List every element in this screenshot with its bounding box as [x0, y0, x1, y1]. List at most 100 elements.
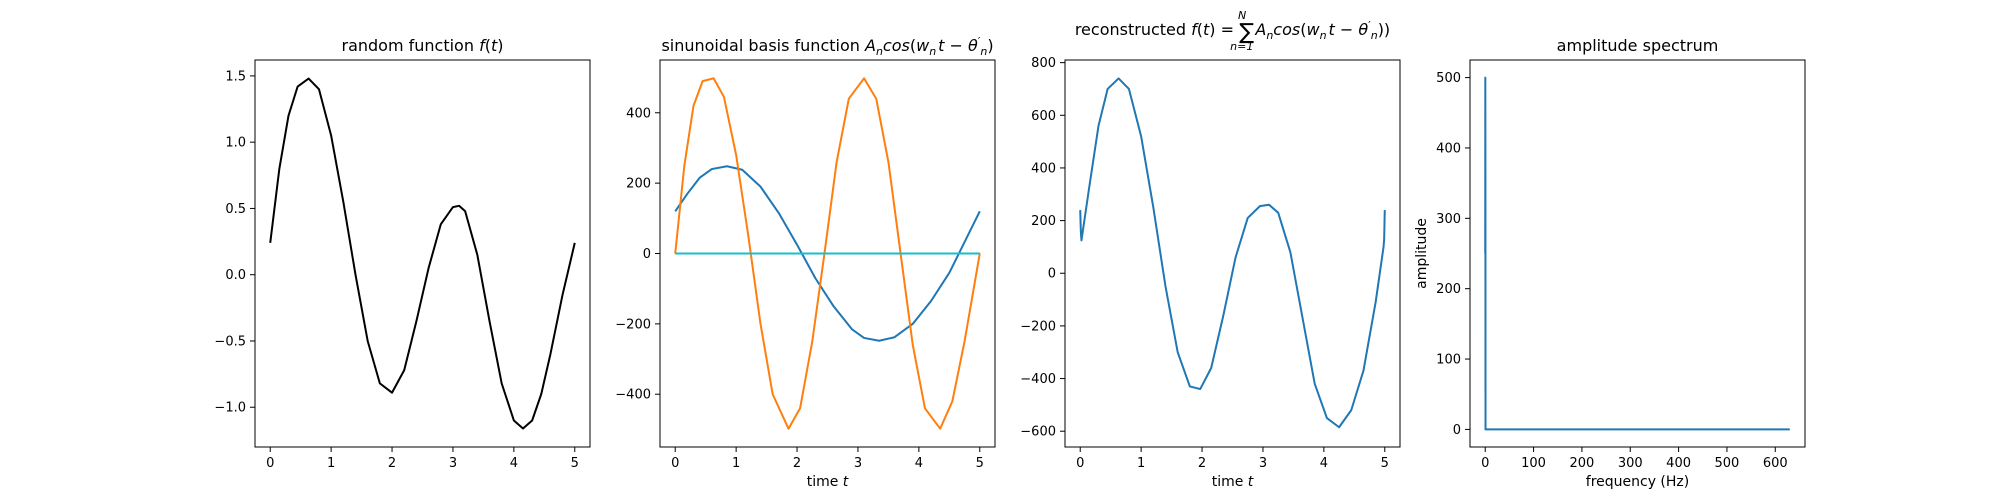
x-tick-label: 1: [1137, 456, 1145, 471]
x-tick-label: 4: [1320, 456, 1328, 471]
x-tick-label: 2: [793, 456, 801, 471]
x-tick-label: 5: [1381, 456, 1389, 471]
y-tick-label: 600: [1031, 109, 1056, 124]
title-part: )): [1378, 20, 1390, 39]
title-part: w: [1306, 20, 1320, 39]
title-part: n: [1371, 29, 1378, 42]
title-part: n: [876, 45, 883, 58]
title-part: (: [485, 36, 491, 55]
x-tick-label: 4: [915, 456, 923, 471]
title-part: n=1: [1230, 40, 1253, 53]
x-tick-label: 3: [1259, 456, 1267, 471]
chart-4: 0 100 200 300 400 500 600 0 100 200 300 400 500 ampli…: [1414, 36, 1806, 490]
title-part: cos: [1273, 20, 1300, 39]
title-part: A: [864, 36, 876, 55]
x-tick-label: 100: [1521, 456, 1546, 471]
title-part: n: [980, 45, 987, 58]
y-tick-label: 100: [1436, 353, 1461, 368]
plot-title: random function f(t): [341, 36, 503, 55]
title-part: ): [497, 36, 503, 55]
title-part: w: [916, 36, 930, 55]
y-tick-label: 300: [1436, 212, 1461, 227]
y-tick-label: 200: [1436, 282, 1461, 297]
x-axis-label: time t: [1212, 474, 1254, 490]
title-part: ′: [1368, 19, 1371, 32]
x-tick-label: 3: [449, 456, 457, 471]
y-tick-label: 1.5: [225, 69, 246, 84]
title-part: ′: [978, 35, 981, 48]
x-tick-label: 200: [1569, 456, 1594, 471]
plot-title: reconstructed f(t) = ∑N n=1Ancos(wn t − θ′…: [1075, 9, 1390, 53]
y-tick-label: −0.5: [214, 334, 246, 349]
title-part: ): [987, 36, 993, 55]
y-tick-label: −200: [615, 317, 651, 332]
series-line-1: [1079, 77, 1386, 429]
y-tick-label: 200: [626, 177, 651, 192]
y-tick-label: 400: [1436, 141, 1461, 156]
series-line-1: [674, 165, 981, 342]
y-tick-label: −400: [615, 388, 651, 403]
x-tick-label: 2: [1198, 456, 1206, 471]
title-part: ∑: [1239, 20, 1254, 45]
chart-3: 0 1 2 3 4 5 −600 −400 −200 0 200 400 600 800 reconstru…: [1020, 9, 1401, 490]
title-part: θ: [1358, 20, 1368, 39]
title-part: t: [1248, 474, 1254, 490]
x-tick-label: 600: [1763, 456, 1788, 471]
title-part: −: [1335, 20, 1359, 39]
y-tick-label: −400: [1020, 372, 1056, 387]
title-part: f: [479, 36, 487, 55]
y-tick-label: 0.5: [225, 202, 246, 217]
y-tick-label: 200: [1031, 214, 1056, 229]
series-line-1: [1484, 76, 1790, 431]
x-axis-label: time t: [807, 474, 849, 490]
title-part: time: [1212, 474, 1248, 490]
title-part: t: [1203, 20, 1210, 39]
title-part: t: [843, 474, 849, 490]
title-part: n: [1266, 29, 1273, 42]
x-axis-label: frequency (Hz): [1586, 474, 1689, 490]
axes-frame: [1064, 59, 1401, 448]
y-tick-label: 400: [626, 106, 651, 121]
title-part: t: [491, 36, 498, 55]
x-tick-label: 1: [732, 456, 740, 471]
title-part: A: [1254, 20, 1266, 39]
title-part: t: [938, 36, 945, 55]
x-tick-label: 0: [1076, 456, 1084, 471]
title-part: −: [944, 36, 968, 55]
y-tick-label: 500: [1436, 71, 1461, 86]
title-part: t: [1329, 20, 1336, 39]
chart-1: 0 1 2 3 4 5 −1.0 −0.5 0.0 0.5 1.0 1.5 random functio…: [214, 36, 591, 471]
series-line-1: [269, 77, 576, 430]
y-tick-label: −1.0: [214, 401, 246, 416]
x-tick-label: 400: [1666, 456, 1691, 471]
chart-2: 0 1 2 3 4 5 −400 −200 0 200 400 sinunoidal basis fu…: [615, 35, 996, 490]
axes-frame: [1469, 59, 1806, 448]
x-tick-label: 2: [388, 456, 396, 471]
title-part: ) =: [1209, 20, 1239, 39]
y-tick-label: 0: [1048, 267, 1056, 282]
title-part: (: [910, 36, 916, 55]
x-tick-label: 4: [510, 456, 518, 471]
y-tick-label: 800: [1031, 56, 1056, 71]
title-part: n: [929, 45, 936, 58]
title-part: (: [1197, 20, 1203, 39]
y-tick-label: 0: [643, 247, 651, 262]
title-part: time: [807, 474, 843, 490]
y-tick-label: 400: [1031, 161, 1056, 176]
x-tick-label: 0: [266, 456, 274, 471]
title-part: sinunoidal basis function: [661, 36, 865, 55]
title-part: N: [1238, 9, 1246, 22]
title-part: random function: [341, 36, 479, 55]
x-tick-label: 5: [976, 456, 984, 471]
plot-title: sinunoidal basis function Ancos(wn t − θ′…: [661, 35, 993, 58]
x-tick-label: 1: [327, 456, 335, 471]
y-tick-label: 1.0: [225, 136, 246, 151]
y-tick-label: −600: [1020, 425, 1056, 440]
title-part: θ: [968, 36, 978, 55]
title-part: (: [1300, 20, 1306, 39]
y-tick-label: −200: [1020, 319, 1056, 334]
x-tick-label: 3: [854, 456, 862, 471]
title-part: reconstructed: [1075, 20, 1191, 39]
plot-title: amplitude spectrum: [1557, 36, 1719, 55]
